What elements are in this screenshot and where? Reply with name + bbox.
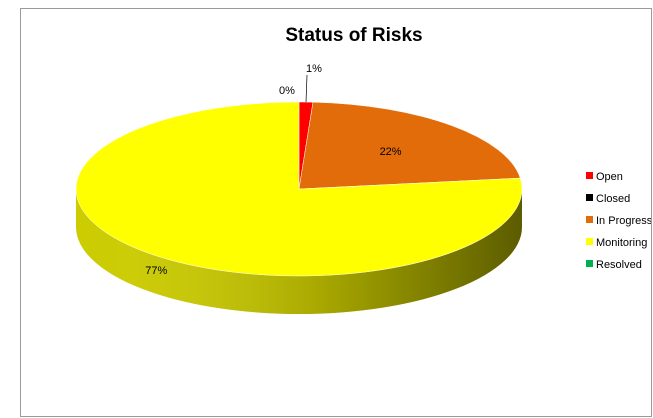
legend-swatch	[586, 172, 593, 179]
pie-slices	[75, 101, 523, 277]
chart-title: Status of Risks	[285, 25, 422, 46]
legend-swatch	[586, 260, 593, 267]
legend-entry: Resolved	[596, 259, 642, 271]
data-label: 0%	[279, 85, 295, 97]
legend: Open Closed In Progress Monitoring Resolved	[586, 171, 652, 271]
pie-side-shade	[76, 189, 522, 314]
legend-entry: Closed	[596, 193, 630, 205]
legend-swatch	[586, 238, 593, 245]
pie-slice-monitoring	[75, 101, 523, 277]
pie-chart: Status of Risks 1% 0% 22% 77% Open Closed In …	[75, 25, 652, 314]
chart-area: Status of Risks 1% 0% 22% 77% Open Closed In …	[20, 8, 652, 417]
legend-entry: Monitoring	[596, 237, 647, 249]
data-label: 1%	[306, 63, 322, 75]
pie-sides	[76, 189, 522, 314]
legend-swatch	[586, 194, 593, 201]
legend-entry: Open	[596, 171, 623, 183]
legend-swatch	[586, 216, 593, 223]
leader-line	[305, 74, 308, 103]
pie-slice-in-progress	[298, 101, 521, 190]
legend-entry: In Progress	[596, 215, 652, 227]
data-label: 22%	[380, 146, 402, 158]
data-label: 77%	[145, 265, 167, 277]
data-labels: 1% 0% 22% 77%	[145, 63, 402, 277]
